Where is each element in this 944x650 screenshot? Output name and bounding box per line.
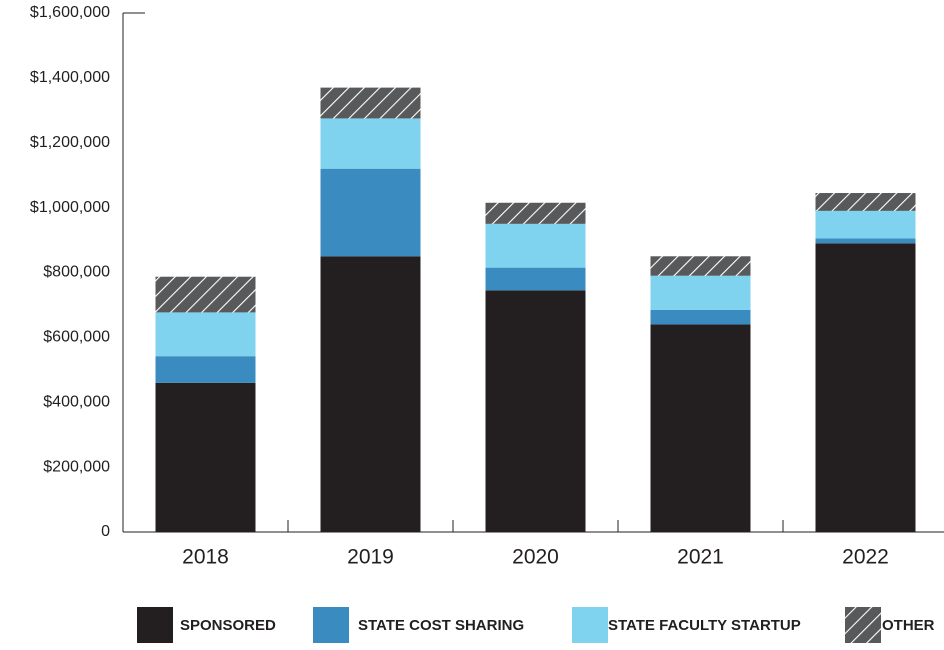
- x-tick-label: 2019: [347, 546, 394, 569]
- bar-segment: [485, 223, 586, 268]
- legend-label: STATE COST SHARING: [358, 617, 524, 634]
- bar-segment: [320, 87, 421, 119]
- bar-segment: [155, 382, 256, 532]
- bar-segment: [815, 193, 916, 211]
- y-tick-label: $1,600,000: [30, 4, 110, 21]
- bar-segment: [485, 290, 586, 532]
- y-tick-label: $600,000: [43, 329, 110, 346]
- y-tick-label: $800,000: [43, 264, 110, 281]
- bar-segment: [320, 118, 421, 169]
- y-tick-label: $400,000: [43, 393, 110, 410]
- legend-swatch: [845, 607, 881, 643]
- bar-segment: [650, 275, 751, 310]
- bar-segment: [650, 309, 751, 325]
- bar-segment: [155, 312, 256, 357]
- bar-segment: [650, 324, 751, 532]
- y-tick-label: $1,200,000: [30, 134, 110, 151]
- bar-segment: [320, 256, 421, 532]
- bar-segment: [650, 256, 751, 276]
- bar-segment: [815, 243, 916, 532]
- y-tick-label: $200,000: [43, 458, 110, 475]
- legend-swatch: [313, 607, 349, 643]
- bar-segment: [320, 168, 421, 257]
- x-tick-label: 2018: [182, 546, 229, 569]
- y-tick-label: $1,000,000: [30, 199, 110, 216]
- bar-segment: [815, 210, 916, 239]
- y-tick-label: $1,400,000: [30, 69, 110, 86]
- legend-label: SPONSORED: [180, 617, 276, 634]
- x-tick-label: 2022: [842, 546, 889, 569]
- legend-swatch: [572, 607, 608, 643]
- y-tick-label: 0: [101, 523, 110, 540]
- bar-segment: [815, 238, 916, 244]
- legend-label: OTHER: [882, 617, 935, 634]
- x-tick-label: 2020: [512, 546, 559, 569]
- legend-swatch: [137, 607, 173, 643]
- bar-segment: [155, 276, 256, 313]
- bar-segment: [155, 356, 256, 383]
- x-tick-label: 2021: [677, 546, 724, 569]
- legend-label: STATE FACULTY STARTUP: [608, 617, 801, 634]
- bar-segment: [485, 202, 586, 224]
- bar-segment: [485, 267, 586, 291]
